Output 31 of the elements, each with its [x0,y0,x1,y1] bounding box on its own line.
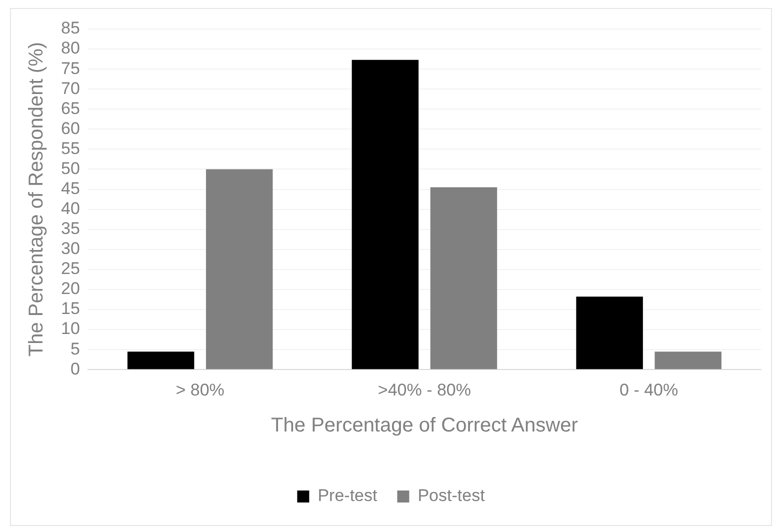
y-tick-label: 35 [60,219,80,238]
y-tick-label: 75 [60,58,80,78]
y-tick-label: 55 [60,138,80,158]
y-tick-label: 5 [70,339,80,358]
y-tick-label: 20 [60,279,80,298]
y-tick-label: 30 [60,239,80,258]
bar [127,352,194,370]
y-tick-label: 60 [60,118,80,138]
bar [576,296,643,370]
y-tick-label: 80 [60,38,80,58]
y-tick-label: 15 [60,299,80,318]
legend-label: Post-test [418,486,486,506]
legend-label: Pre-test [318,486,378,506]
y-tick-label: 50 [60,158,80,178]
y-axis-title: The Percentage of Respondent (%) [26,42,48,357]
y-tick-label: 25 [60,259,80,278]
y-tick-label: 85 [60,18,80,38]
x-axis-title: The Percentage of Correct Answer [271,414,578,437]
x-tick-label: >40% - 80% [378,380,471,400]
bar [352,60,419,370]
bar [654,352,722,370]
y-tick-label: 40 [60,199,80,218]
y-tick-label: 45 [60,178,80,198]
x-tick-label: 0 - 40% [620,380,678,400]
x-tick-label: > 80% [176,380,224,400]
y-tick-label: 70 [60,78,80,98]
bar [430,187,498,370]
bar [206,169,273,370]
y-tick-label: 0 [70,359,80,378]
y-tick-label: 10 [60,319,80,338]
y-tick-label: 65 [60,98,80,118]
